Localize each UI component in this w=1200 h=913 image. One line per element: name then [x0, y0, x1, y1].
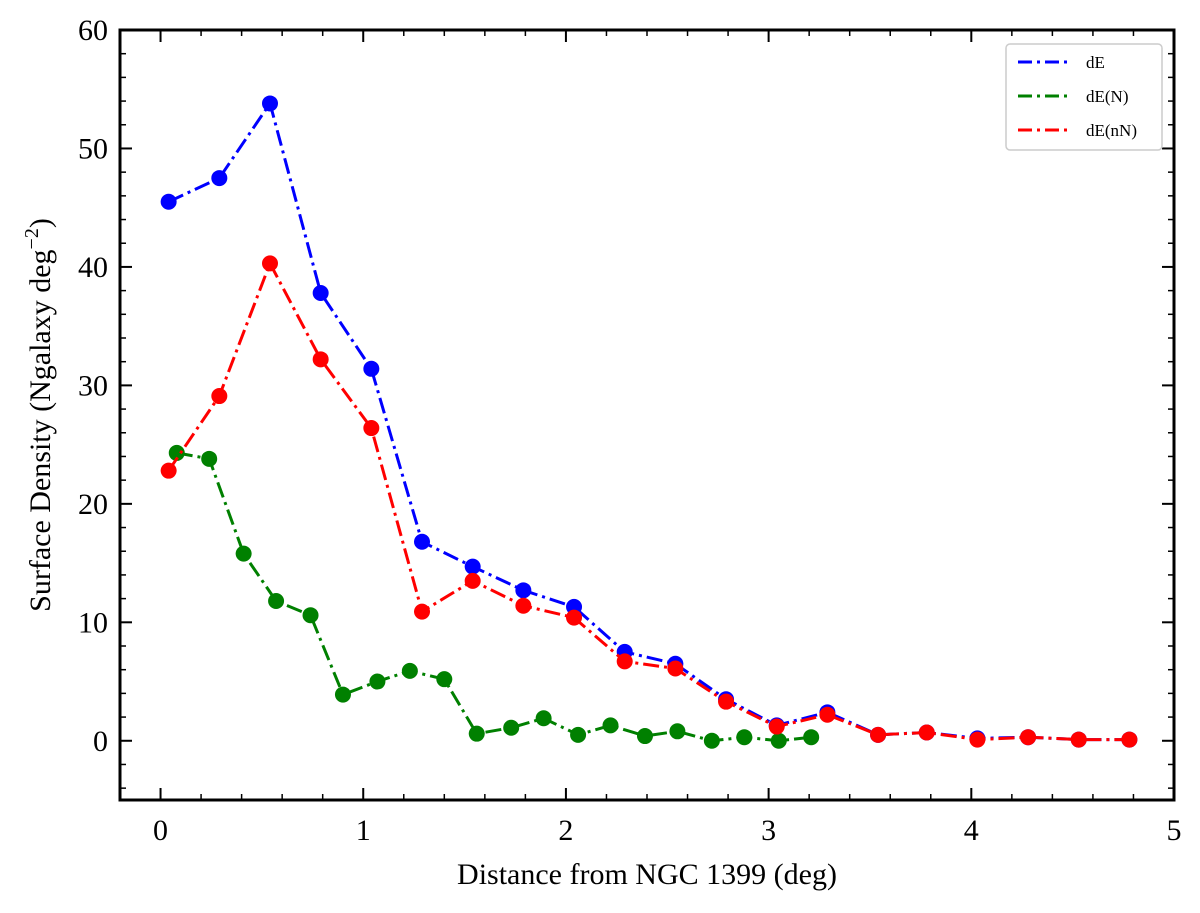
legend-box — [1005, 43, 1163, 151]
data-point — [1020, 729, 1037, 746]
data-point — [1121, 731, 1138, 748]
plot-frame — [118, 28, 1176, 802]
series-layer — [160, 95, 1138, 749]
legend-label: dE — [1086, 53, 1105, 72]
data-point — [211, 388, 228, 405]
data-point — [302, 607, 319, 624]
data-point — [803, 729, 820, 746]
data-point — [369, 673, 386, 690]
data-point — [616, 653, 633, 670]
x-tick-label: 3 — [761, 814, 776, 847]
data-point — [768, 718, 785, 735]
y-tick-label: 20 — [78, 488, 108, 521]
data-point — [1070, 731, 1087, 748]
data-point — [160, 193, 177, 210]
legend-label: dE(nN) — [1086, 121, 1137, 140]
x-tick-label: 2 — [558, 814, 573, 847]
data-point — [261, 255, 278, 272]
series-denn — [160, 255, 1138, 748]
data-point — [570, 726, 587, 743]
legend: dE dE(N) dE(nN) — [1005, 43, 1163, 151]
y-axis-label-suffix: ) — [24, 218, 57, 228]
data-point — [667, 660, 684, 677]
data-point — [535, 710, 552, 727]
data-point — [414, 603, 431, 620]
data-point — [870, 726, 887, 743]
data-point — [703, 732, 720, 749]
data-point — [969, 731, 986, 748]
data-point — [363, 420, 380, 437]
data-point — [770, 732, 787, 749]
data-point — [436, 671, 453, 688]
data-point — [918, 724, 935, 741]
data-point — [566, 609, 583, 626]
x-tick-label: 0 — [153, 814, 168, 847]
x-tick-label: 1 — [356, 814, 371, 847]
data-point — [468, 725, 485, 742]
x-tick-label: 4 — [964, 814, 979, 847]
data-point — [312, 351, 329, 368]
data-point — [464, 558, 481, 575]
data-point — [515, 582, 532, 599]
y-tick-label: 30 — [78, 369, 108, 402]
data-point — [261, 95, 278, 112]
y-axis-label-exponent: −2 — [21, 228, 43, 249]
x-tick-label: 5 — [1167, 814, 1182, 847]
data-point — [602, 717, 619, 734]
y-axis-label: Surface Density (Ngalaxy deg−2) — [21, 218, 57, 612]
data-point — [669, 723, 686, 740]
series-line — [167, 101, 1130, 742]
data-point — [515, 597, 532, 614]
data-point — [718, 693, 735, 710]
data-point — [464, 572, 481, 589]
data-point — [819, 706, 836, 723]
y-axis-label-main: Surface Density (Ngalaxy deg — [24, 249, 57, 611]
data-point — [160, 462, 177, 479]
data-point — [414, 533, 431, 550]
y-tick-label: 50 — [78, 132, 108, 165]
data-point — [636, 728, 653, 745]
series-de — [160, 95, 1138, 748]
x-axis-label: Distance from NGC 1399 (deg) — [457, 858, 837, 891]
data-point — [312, 284, 329, 301]
y-tick-label: 0 — [93, 725, 108, 758]
y-tick-label: 60 — [78, 14, 108, 47]
data-point — [168, 444, 185, 461]
data-point — [334, 686, 351, 703]
data-point — [201, 450, 218, 467]
series-line — [167, 261, 1130, 742]
legend-label: dE(N) — [1086, 87, 1128, 106]
data-point — [503, 719, 520, 736]
series-den — [168, 444, 820, 749]
data-point — [235, 545, 252, 562]
y-tick-label: 40 — [78, 251, 108, 284]
data-point — [736, 729, 753, 746]
data-point — [211, 170, 228, 187]
y-tick-label: 10 — [78, 606, 108, 639]
data-point — [268, 592, 285, 609]
data-point — [363, 360, 380, 377]
data-point — [401, 662, 418, 679]
